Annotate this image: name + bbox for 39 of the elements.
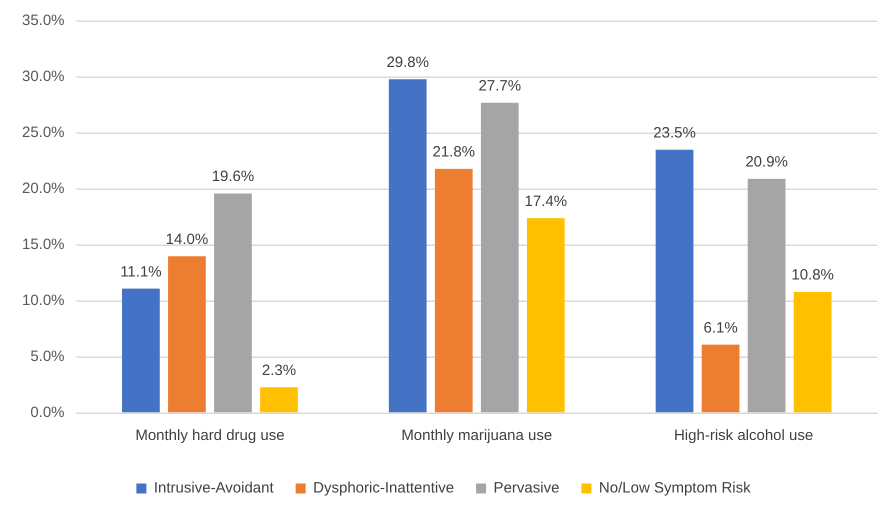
bar: [526, 218, 565, 412]
y-tick-label: 25.0%: [22, 124, 65, 142]
bar: [656, 150, 694, 412]
legend-label: Intrusive-Avoidant: [154, 480, 274, 497]
y-tick-label: 35.0%: [22, 12, 65, 30]
bar: [702, 344, 740, 412]
data-label: 11.1%: [120, 263, 162, 280]
y-tick-label: 15.0%: [22, 236, 65, 254]
legend-label: Dysphoric-Inattentive: [313, 480, 454, 497]
x-tick-label: High-risk alcohol use: [674, 427, 814, 444]
data-label: 10.8%: [791, 266, 834, 284]
data-label: 14.0%: [166, 230, 208, 248]
data-label: 19.6%: [212, 168, 254, 186]
bar: [122, 288, 160, 412]
bar: [748, 178, 786, 412]
bar: [480, 102, 519, 412]
data-label: 29.8%: [386, 54, 429, 71]
bar: [434, 168, 473, 412]
y-tick-label: 5.0%: [30, 348, 65, 366]
bar: [260, 387, 298, 412]
x-tick-label: Monthly hard drug use: [135, 427, 285, 444]
bar: [168, 256, 206, 412]
legend-label: Pervasive: [494, 480, 560, 497]
data-label: 6.1%: [703, 319, 738, 336]
y-tick-label: 0.0%: [30, 404, 65, 422]
y-tick-label: 20.0%: [22, 180, 65, 198]
data-label: 27.7%: [478, 77, 522, 94]
bar: [794, 292, 832, 412]
data-label: 21.8%: [432, 143, 476, 160]
data-label: 17.4%: [524, 192, 568, 210]
bar: [388, 79, 427, 412]
x-tick-label: Monthly marijuana use: [401, 427, 552, 444]
legend-label: No/Low Symptom Risk: [598, 480, 752, 497]
y-tick-label: 10.0%: [22, 292, 65, 310]
y-tick-label: 30.0%: [22, 68, 65, 86]
data-label: 2.3%: [262, 362, 296, 379]
bar: [214, 193, 252, 412]
data-label: 20.9%: [745, 154, 788, 171]
data-label: 23.5%: [653, 124, 696, 142]
